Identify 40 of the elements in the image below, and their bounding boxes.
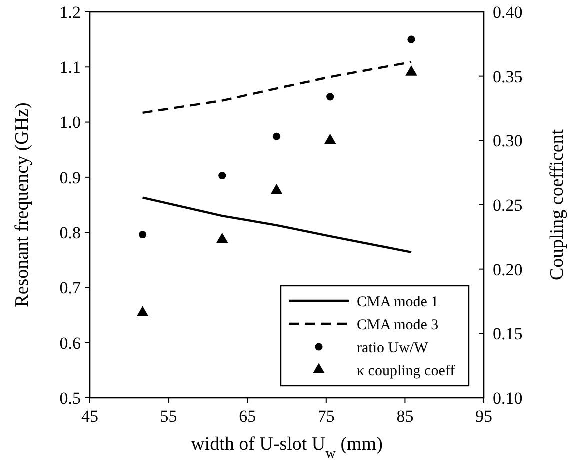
point <box>139 231 147 239</box>
legend-label: CMA mode 1 <box>357 294 439 310</box>
legend-label: κ coupling coeff <box>357 363 456 380</box>
legend-label: ratio Uw/W <box>357 340 430 356</box>
y2-tick-label: 0.40 <box>493 2 523 22</box>
point <box>270 184 283 194</box>
legend-label: CMA mode 3 <box>357 317 439 334</box>
y-tick-label: 0.6 <box>60 334 81 353</box>
x-tick-label: 95 <box>476 407 492 426</box>
x-tick-label: 45 <box>82 407 98 426</box>
line-series <box>142 196 413 254</box>
x-tick-label: 65 <box>239 407 256 426</box>
point <box>408 36 416 44</box>
point <box>218 172 226 180</box>
line-series <box>142 61 413 114</box>
y-axis-title: Resonant frequency (GHz) <box>12 102 33 308</box>
x-tick-label: 55 <box>160 407 178 426</box>
point <box>324 134 336 144</box>
point <box>326 93 334 101</box>
y-tick-label: 1.2 <box>60 2 81 22</box>
y-tick-label: 0.9 <box>60 168 81 188</box>
y2-tick-label: 0.25 <box>493 196 523 215</box>
y-tick-label: 0.8 <box>60 224 81 243</box>
point <box>406 66 418 76</box>
y2-axis-title: Coupling coefficent <box>547 128 568 281</box>
point <box>272 132 281 140</box>
x-tick-label: 75 <box>318 407 335 426</box>
y2-tick-label: 0.35 <box>493 67 523 86</box>
y2-tick-label: 0.15 <box>493 324 523 344</box>
point <box>136 306 149 316</box>
y2-tick-label: 0.20 <box>493 260 523 280</box>
x-tick-label: 85 <box>396 407 414 426</box>
y2-tick-label: 0.30 <box>493 132 523 151</box>
point <box>216 232 228 244</box>
y-tick-label: 0.5 <box>60 388 81 408</box>
y-tick-label: 0.7 <box>60 278 82 298</box>
y2-tick-label: 0.10 <box>493 388 523 408</box>
x-axis-title: width of U-slot U$_{w}$ (mm) <box>191 434 383 462</box>
y-tick-label: 1.1 <box>60 58 81 78</box>
y-tick-label: 1.0 <box>60 113 81 132</box>
